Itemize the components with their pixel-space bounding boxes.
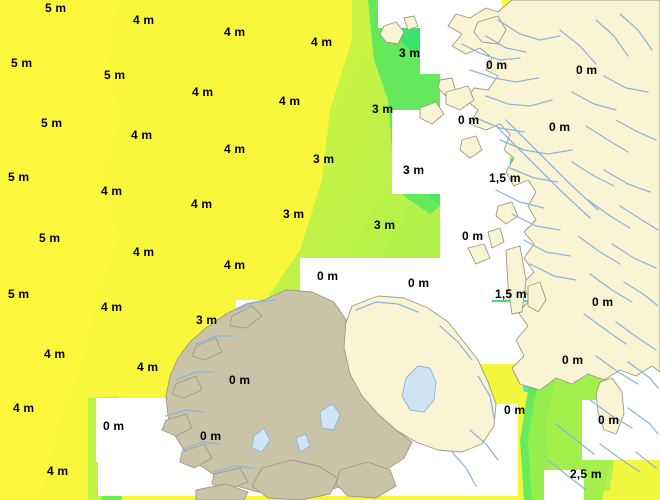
wave-value-label: 0 m [504,403,526,417]
wave-value-label: 0 m [486,58,508,72]
wave-value-label: 0 m [462,229,484,243]
lough-neagh [401,365,437,413]
wave-value-label: 4 m [192,85,214,99]
wave-value-label: 3 m [374,218,396,232]
wave-value-label: 0 m [458,113,480,127]
wave-value-label: 0 m [408,276,430,290]
wave-value-label: 4 m [311,35,333,49]
wave-value-label: 0 m [592,295,614,309]
wave-value-label: 5 m [41,116,63,130]
wave-value-label: 4 m [47,464,69,478]
wave-value-label: 3 m [283,207,305,221]
wave-value-label: 2,5 m [570,467,602,481]
wave-value-label: 4 m [137,360,159,374]
wave-value-label: 4 m [13,401,35,415]
wave-value-label: 4 m [101,184,123,198]
wave-value-label: 4 m [224,142,246,156]
wave-value-label: 4 m [279,94,301,108]
wave-value-label: 1,5 m [495,287,527,301]
wave-value-label: 0 m [103,419,125,433]
wave-value-label: 0 m [562,353,584,367]
wave-value-label: 5 m [45,1,67,15]
wave-value-label: 3 m [403,163,425,177]
wave-value-label: 4 m [133,13,155,27]
wave-value-label: 1,5 m [489,171,521,185]
wave-value-label: 4 m [133,245,155,259]
wave-value-label: 4 m [44,347,66,361]
wave-value-label: 4 m [224,258,246,272]
wave-value-label: 3 m [372,102,394,116]
wave-value-label: 5 m [39,231,61,245]
wave-value-label: 3 m [196,313,218,327]
wave-value-label: 4 m [191,197,213,211]
wave-value-label: 0 m [229,373,251,387]
wave-value-label: 0 m [598,413,620,427]
wave-value-label: 0 m [549,120,571,134]
wave-value-label: 0 m [317,269,339,283]
scotland-landmass [447,0,660,391]
wave-value-label: 5 m [104,68,126,82]
wave-value-label: 3 m [399,46,421,60]
wave-value-label: 5 m [8,287,30,301]
wave-value-label: 3 m [313,152,335,166]
wave-value-label: 5 m [8,170,30,184]
wave-value-label: 5 m [11,56,33,70]
isle-of-man [595,377,625,435]
wave-value-label: 4 m [101,300,123,314]
wave-value-label: 0 m [200,429,222,443]
wave-value-label: 0 m [576,63,598,77]
wave-value-label: 4 m [131,128,153,142]
wave-value-label: 4 m [224,25,246,39]
